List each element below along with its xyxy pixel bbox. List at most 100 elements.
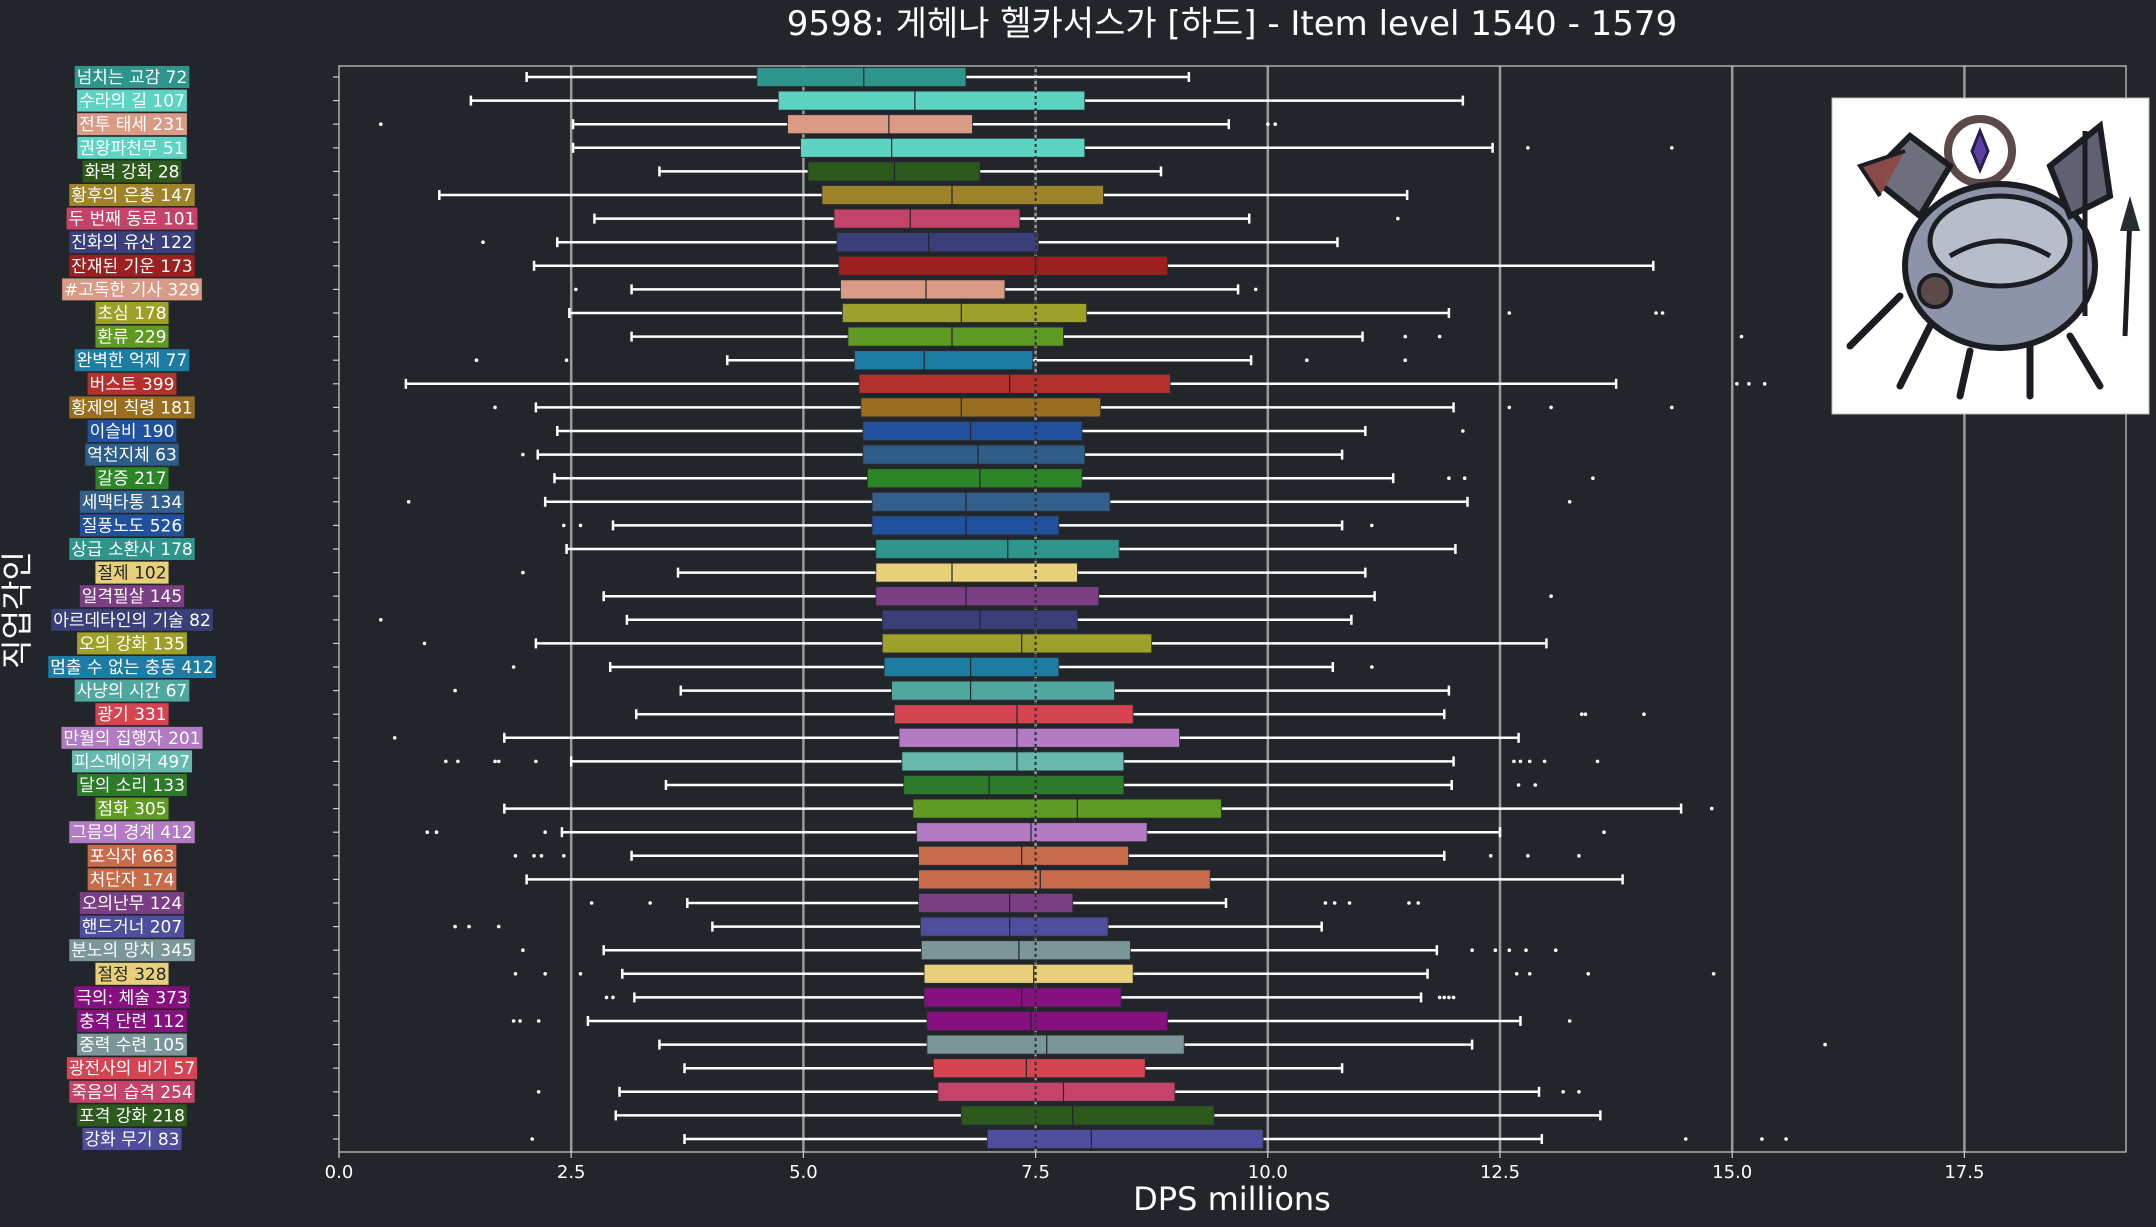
x-tick-label: 0.0: [325, 1162, 354, 1183]
outlier-point: [1323, 901, 1328, 905]
category-label-bg: [69, 231, 195, 254]
box-row: [333, 468, 1595, 489]
outlier-point: [456, 759, 460, 764]
box-row: [333, 185, 1409, 205]
x-axis-title: DPS millions: [1133, 1180, 1331, 1218]
category-label-text: 초심 178: [97, 304, 166, 324]
outlier-point: [530, 1137, 534, 1141]
outlier-point: [1370, 523, 1374, 528]
iqr-box: [787, 114, 973, 135]
box-row: [333, 609, 1353, 630]
iqr-box: [862, 444, 1086, 465]
iqr-box: [875, 562, 1078, 583]
outlier-point: [1670, 146, 1674, 150]
outlier-point: [1577, 854, 1581, 858]
category-label-bg: [51, 608, 213, 631]
category-label-text: 아르데타인의 기술 82: [53, 611, 211, 631]
category-label-text: 포식자 663: [90, 847, 175, 867]
category-label-bg: [77, 136, 187, 159]
iqr-box: [821, 185, 1104, 205]
category-label-bg: [79, 915, 185, 938]
category-label-text: 완벽한 억제 77: [77, 351, 188, 371]
iqr-box: [862, 421, 1083, 441]
category-label: 피스메이커 497: [71, 750, 193, 773]
category-label-bg: [74, 679, 190, 702]
box-row: [333, 586, 1553, 607]
x-tick-label: 10.0: [1248, 1162, 1288, 1183]
outlier-point: [467, 924, 471, 929]
category-label-bg: [66, 207, 198, 230]
category-label-bg: [69, 396, 195, 419]
category-label-bg: [87, 372, 177, 395]
iqr-box: [833, 208, 1021, 229]
category-label: 버스트 399: [87, 372, 177, 395]
box-row: [333, 1011, 1572, 1031]
outlier-point: [1683, 1137, 1688, 1141]
box-row: [333, 491, 1572, 512]
outlier-point: [536, 1090, 541, 1094]
outlier-point: [1660, 311, 1665, 315]
outlier-point: [378, 122, 383, 126]
category-label-text: 일격필살 145: [82, 587, 182, 607]
outlier-point: [392, 736, 397, 740]
category-label-bg: [69, 254, 195, 277]
category-label: 넘치는 교감 72: [74, 66, 190, 88]
outlier-point: [521, 570, 525, 575]
category-label-text: 권왕파천무 51: [79, 139, 184, 159]
iqr-box: [920, 916, 1109, 937]
iqr-box: [918, 893, 1074, 913]
outlier-point: [1549, 594, 1553, 598]
category-label-text: 전투 태세 231: [79, 115, 185, 135]
category-label-text: 질풍노도 526: [82, 516, 182, 536]
outlier-point: [1461, 429, 1465, 433]
category-label-text: 달의 소리 133: [79, 776, 185, 796]
category-label: 절정 328: [95, 962, 169, 985]
category-label-text: 죽음의 습격 254: [71, 1083, 192, 1103]
category-label: 핸드거너 207: [79, 915, 185, 938]
outlier-point: [1507, 948, 1512, 952]
category-label: 분노의 망치 345: [69, 939, 195, 962]
box-row: [333, 704, 1646, 725]
category-label-text: 분노의 망치 345: [71, 941, 192, 961]
category-label-text: 피스메이커 497: [74, 752, 190, 772]
category-label-text: 사냥의 시간 67: [77, 682, 188, 702]
iqr-box: [918, 845, 1129, 866]
box-row: [333, 232, 1339, 253]
category-label-bg: [95, 302, 169, 324]
outlier-point: [1654, 311, 1658, 315]
box-row: [333, 326, 1744, 347]
outlier-point: [578, 972, 583, 976]
category-label-bg: [69, 821, 195, 844]
outlier-point: [1579, 712, 1584, 716]
outlier-point: [1407, 901, 1411, 905]
category-labels: 넘치는 교감 72 수라의 길 107 전투 태세 231 권왕파천무 51 화력 강화…: [48, 66, 216, 1150]
class-emblem-image: [1831, 97, 2150, 415]
category-label: 역천지체 63: [85, 443, 179, 466]
box-row: [333, 114, 1278, 135]
box-row: [333, 1081, 1581, 1102]
category-label: 질풍노도 526: [79, 514, 185, 537]
category-label: 권왕파천무 51: [77, 136, 187, 159]
outlier-point: [518, 1019, 522, 1023]
outlier-point: [564, 358, 569, 363]
category-label-bg: [95, 703, 169, 726]
outlier-point: [1784, 1137, 1788, 1141]
outlier-point: [1583, 712, 1588, 716]
category-label: 초심 178: [95, 302, 169, 324]
category-label-bg: [77, 774, 187, 796]
outlier-point: [1577, 1090, 1581, 1094]
category-label-bg: [74, 66, 190, 88]
iqr-box: [898, 727, 1180, 748]
outlier-point: [604, 995, 609, 1000]
outlier-point: [1437, 334, 1442, 339]
outlier-point: [511, 1019, 516, 1023]
box-row: [333, 67, 1191, 87]
outlier-point: [1760, 1137, 1764, 1141]
iqr-box: [926, 1034, 1185, 1055]
outlier-point: [561, 523, 566, 528]
outlier-point: [1567, 1019, 1572, 1023]
category-label-bg: [77, 113, 187, 136]
category-label-bg: [77, 1033, 187, 1056]
box-row: [333, 279, 1258, 300]
